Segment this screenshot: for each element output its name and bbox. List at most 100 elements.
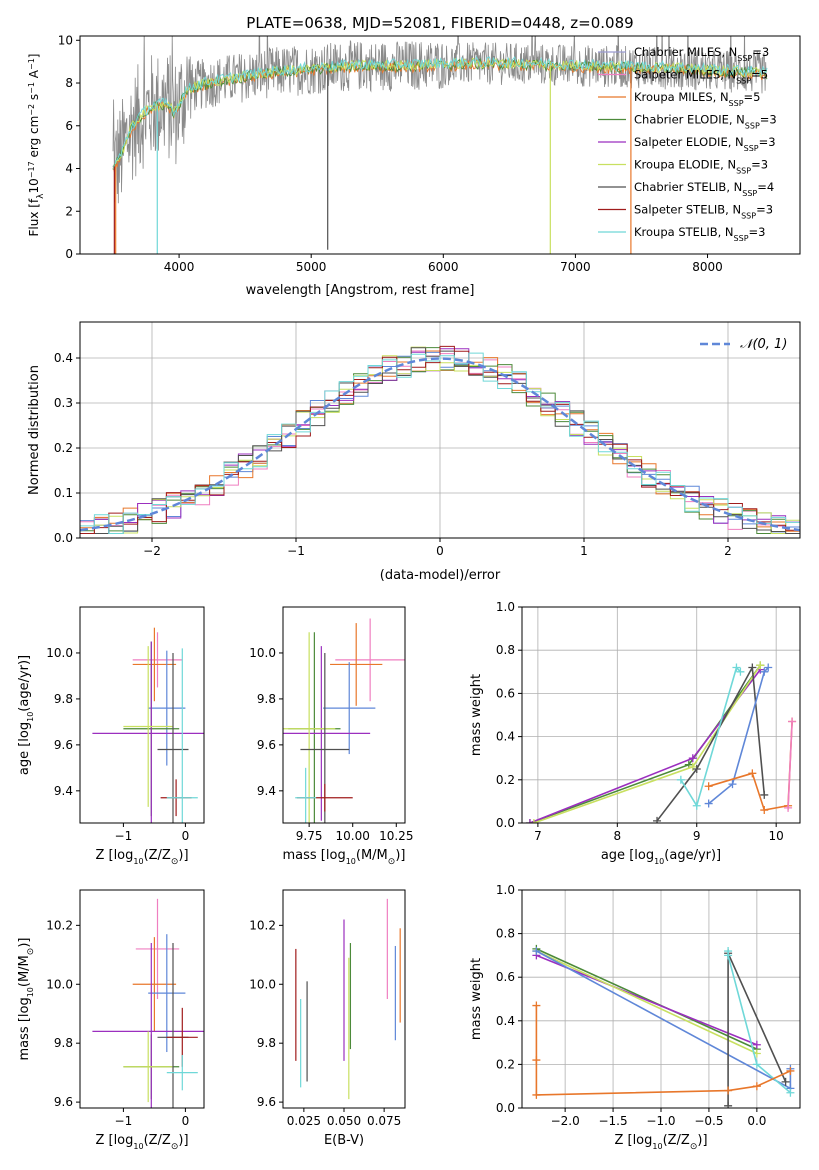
clip-weight-vs-age-group [525, 661, 797, 823]
spectrum-ylabel-part: erg cm [27, 116, 41, 162]
spectrum-ylabel-part: −2 [27, 104, 36, 116]
mass-vs-z-ylabel: mass [log10(M/M⊙)] [17, 938, 36, 1061]
weight-vs-z-marker [752, 1082, 761, 1091]
weight-vs-age-marker [784, 803, 793, 812]
legend-gaussian-label: 𝒩(0, 1) [740, 337, 787, 352]
spectrum-xtick-label: 8000 [692, 260, 723, 274]
age-vs-z-xlabel-part: 10 [133, 857, 143, 866]
weight-vs-age-marker [529, 819, 538, 823]
age-vs-z-ytick-label: 9.6 [54, 738, 73, 752]
mass-vs-ebv-ytick-label: 9.6 [257, 1095, 276, 1109]
spectrum-ytick-label: 2 [65, 204, 73, 218]
spectrum-xtick-label: 4000 [164, 260, 195, 274]
spectrum-axes: 4000 5000 6000 7000 8000 0 2 4 6 8 10 wavelength [A… [27, 33, 801, 298]
legend-label-sub: SSP [729, 99, 744, 108]
age-vs-mass-xlabel-part: mass [log [283, 848, 346, 863]
weight-vs-z-marker [724, 951, 733, 960]
weight-vs-age-series-salpeter_miles [787, 721, 793, 808]
weight-vs-z-marker [786, 1088, 795, 1097]
mass-vs-z-frame [79, 889, 205, 1109]
weight-vs-age-marker [692, 765, 701, 773]
spectrum-frame [79, 35, 801, 255]
weight-vs-z-xlabel-part: )] [697, 1133, 707, 1148]
spectrum-xlabel: wavelength [Angstrom, rest frame] [246, 283, 475, 298]
weight-vs-z-ytick-label: 0.0 [496, 1101, 515, 1115]
weight-vs-age-xtick-label: 8 [613, 829, 621, 843]
weight-vs-age-marker [692, 801, 701, 810]
legend-label-sub: SSP [744, 144, 759, 153]
weight-vs-z-ytick-label: 0.6 [496, 970, 515, 984]
weight-vs-age-marker [525, 819, 534, 823]
residuals-xtick-label: 2 [724, 544, 732, 558]
residuals-ytick-label: 0.2 [54, 441, 73, 455]
age-vs-z-frame [79, 606, 205, 824]
weight-vs-z-marker [532, 1001, 541, 1010]
weight-vs-age-marker [764, 663, 773, 672]
weight-vs-age-marker [756, 661, 765, 670]
weight-vs-age-xtick-label: 9 [693, 829, 701, 843]
age-vs-mass-xtick-label: 9.75 [296, 829, 323, 843]
residuals-ytick-label: 0.0 [54, 531, 73, 545]
weight-vs-z-xtick-label: −1.0 [646, 1114, 675, 1128]
mass-vs-z-ytick-label: 10.0 [46, 977, 73, 991]
weight-vs-z-marker [532, 1090, 541, 1099]
age-vs-mass-xlabel-part: )] [395, 848, 405, 863]
weight-vs-z-marker [724, 1101, 733, 1108]
histogram-step-kroupa_elodie [80, 346, 800, 534]
age-vs-z-xlabel: Z [log10(Z/Z⊙)] [95, 848, 188, 867]
legend-label-suffix: =3 [756, 203, 773, 217]
legend-label: Kroupa ELODIE, NSSP=3 [634, 158, 768, 176]
mass-vs-ebv-axes: 0.025 0.050 0.075 9.6 9.8 10.0 10.2 E(B-V) [249, 889, 406, 1148]
weight-vs-age-frame [521, 606, 801, 824]
legend-label-suffix: =5 [744, 90, 761, 104]
mass-vs-ebv-xtick-label: 0.025 [287, 1114, 321, 1128]
legend-label: Salpeter ELODIE, NSSP=3 [634, 135, 776, 153]
weight-vs-z-xtick-label: −2.0 [551, 1114, 580, 1128]
legend-label: Salpeter STELIB, NSSP=3 [634, 203, 773, 221]
mass-vs-z-ylabel-part: 10 [26, 987, 35, 997]
weight-vs-age-marker [732, 663, 741, 672]
legend-label-sub: SSP [734, 234, 749, 243]
spectrum-ytick-label: 10 [58, 33, 73, 47]
weight-vs-z-series-chabrier_elodie [536, 948, 758, 1050]
spectrum-ylabel-part: s [27, 94, 41, 104]
age-vs-z-xtick-label: 0 [182, 829, 190, 843]
legend-label-sub: SSP [745, 121, 760, 130]
mass-vs-ebv-xtick-label: 0.050 [327, 1114, 361, 1128]
spectrum-xtick-label: 7000 [560, 260, 591, 274]
figure-title: PLATE=0638, MJD=52081, FIBERID=0448, z=0… [246, 14, 633, 32]
weight-vs-age-xtick-label: 10 [769, 829, 784, 843]
age-vs-mass-xtick-label: 10.25 [379, 829, 413, 843]
weight-vs-age-marker [704, 782, 713, 791]
weight-vs-age-series-kroupa_stelib [680, 665, 741, 808]
weight-vs-age-marker [688, 754, 697, 763]
residuals-axes: −2 −1 0 1 2 0.0 0.1 0.2 0.3 0.4 (data-model)/error… [27, 321, 801, 583]
weight-vs-z-xlabel-part: 10 [652, 1142, 662, 1151]
legend-label-sub: SSP [736, 166, 751, 175]
spectrum-ytick-label: 4 [65, 162, 73, 176]
weight-vs-z-series-kroupa_miles [535, 1005, 791, 1096]
legend-label-suffix: =3 [749, 225, 766, 239]
mass-vs-z-xtick-label: 0 [182, 1114, 190, 1128]
weight-vs-age-series-chabrier_stelib [656, 664, 766, 822]
mass-vs-z-ylabel-part: mass [log [17, 997, 32, 1060]
weight-vs-age-ytick-label: 0.0 [496, 816, 515, 830]
legend-label-suffix: =5 [751, 68, 768, 82]
weight-vs-age-marker [760, 806, 769, 815]
age-vs-mass-xtick-label: 10.00 [336, 829, 370, 843]
mass-vs-z-xlabel-part: )] [178, 1133, 188, 1148]
legend-label-text: Chabrier MILES, N [634, 45, 737, 59]
age-vs-mass-xlabel-part: (M/M [356, 848, 388, 863]
weight-vs-z-ytick-label: 0.2 [496, 1057, 515, 1071]
histogram-step-kroupa_stelib [80, 352, 800, 534]
mass-vs-ebv-ytick-label: 9.8 [257, 1036, 276, 1050]
age-vs-z-ylabel-part: (age/yr)] [17, 655, 32, 712]
legend-label: Chabrier MILES, NSSP=3 [634, 45, 769, 63]
spectrum-ylabel-part: −1 [27, 58, 36, 70]
legend-label: Kroupa STELIB, NSSP=3 [634, 225, 765, 243]
clip-weight-vs-z-group [532, 944, 795, 1108]
clip-res-group [80, 345, 800, 534]
clip-mass-vs-ebv-group [295, 898, 401, 1100]
